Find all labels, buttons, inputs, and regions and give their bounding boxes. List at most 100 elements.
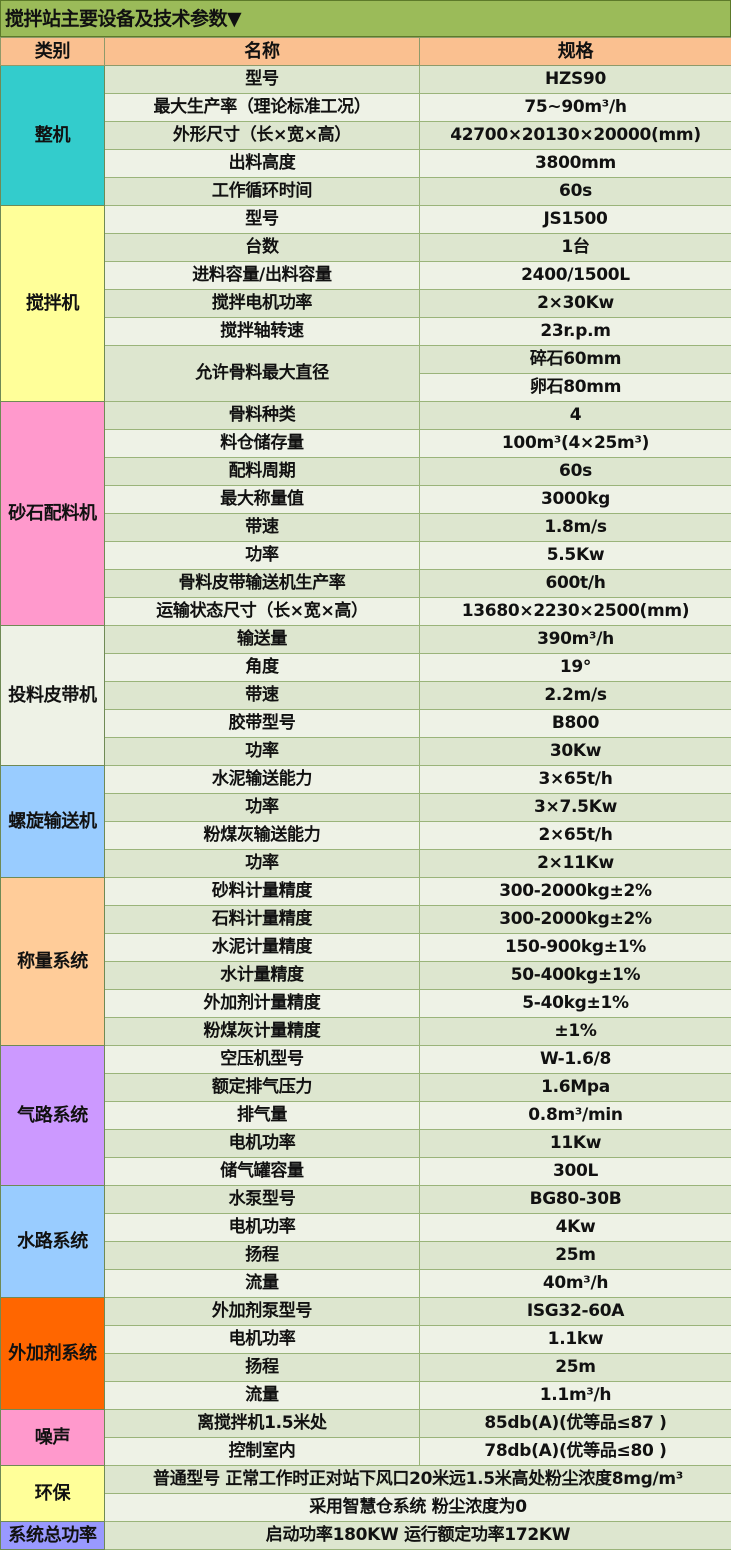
table-row: 功率 2×11Kw	[0, 849, 731, 878]
spec-cell: 碎石60mm	[419, 345, 731, 374]
table-row: 允许骨料最大直径 碎石60mm	[0, 345, 731, 402]
spec-cell: ISG32-60A	[419, 1297, 731, 1326]
name-cell: 水泵型号	[104, 1185, 420, 1214]
table-row: 台数 1台	[0, 233, 731, 262]
spec-cell: 78db(A)(优等品≤80 )	[419, 1437, 731, 1466]
category-cell: 水路系统	[0, 1185, 105, 1298]
table-row: 水计量精度 50-400kg±1%	[0, 961, 731, 990]
table-row: 螺旋输送机 水泥输送能力 3×65t/h	[0, 765, 731, 878]
name-cell: 出料高度	[104, 149, 420, 178]
spec-cell: 11Kw	[419, 1129, 731, 1158]
header-row: 类别 名称 规格	[0, 37, 731, 66]
table-row: 带速 2.2m/s	[0, 681, 731, 710]
table-row: 额定排气压力 1.6Mpa	[0, 1073, 731, 1102]
spec-cell: BG80-30B	[419, 1185, 731, 1214]
category-cell: 系统总功率	[0, 1521, 105, 1550]
name-cell: 电机功率	[104, 1213, 420, 1242]
table-row: 扬程 25m	[0, 1241, 731, 1270]
spec-cell: 0.8m³/min	[419, 1101, 731, 1130]
name-cell: 扬程	[104, 1241, 420, 1270]
table-row: 储气罐容量 300L	[0, 1157, 731, 1186]
name-cell: 水泥计量精度	[104, 933, 420, 962]
table-row: 工作循环时间 60s	[0, 177, 731, 206]
name-cell: 配料周期	[104, 457, 420, 486]
table-row: 称量系统 砂料计量精度 300-2000kg±2%	[0, 877, 731, 1046]
table-row: 采用智慧仓系统 粉尘浓度为0	[0, 1493, 731, 1522]
spec-cell: 1.8m/s	[419, 513, 731, 542]
spec-cell: 4	[419, 401, 731, 430]
spec-cell: 75~90m³/h	[419, 93, 731, 122]
spec-cell: 5-40kg±1%	[419, 989, 731, 1018]
table-row: 进料容量/出料容量 2400/1500L	[0, 261, 731, 290]
header-category: 类别	[0, 37, 105, 66]
table-row: 扬程 25m	[0, 1353, 731, 1382]
spec-cell: 19°	[419, 653, 731, 682]
name-cell: 进料容量/出料容量	[104, 261, 420, 290]
category-cell: 螺旋输送机	[0, 765, 105, 878]
name-cell: 搅拌电机功率	[104, 289, 420, 318]
table-row: 控制室内 78db(A)(优等品≤80 )	[0, 1437, 731, 1466]
spec-cell: 25m	[419, 1241, 731, 1270]
spec-cell: 1.6Mpa	[419, 1073, 731, 1102]
spec-cell: 13680×2230×2500(mm)	[419, 597, 731, 626]
name-cell: 允许骨料最大直径	[104, 345, 420, 402]
table-row: 外形尺寸（长×宽×高） 42700×20130×20000(mm)	[0, 121, 731, 150]
table-row: 电机功率 4Kw	[0, 1213, 731, 1242]
spec-cell: 100m³(4×25m³)	[419, 429, 731, 458]
spec-cell: 2400/1500L	[419, 261, 731, 290]
table-row: 噪声 离搅拌机1.5米处 85db(A)(优等品≤87 )	[0, 1409, 731, 1466]
spec-cell: 60s	[419, 177, 731, 206]
name-cell: 电机功率	[104, 1325, 420, 1354]
spec-cell: 卵石80mm	[419, 373, 731, 402]
table-row: 出料高度 3800mm	[0, 149, 731, 178]
name-cell: 额定排气压力	[104, 1073, 420, 1102]
name-cell: 功率	[104, 541, 420, 570]
merged-spec-cell: 采用智慧仓系统 粉尘浓度为0	[104, 1493, 731, 1522]
table-row: 水泥计量精度 150-900kg±1%	[0, 933, 731, 962]
spec-cell: ±1%	[419, 1017, 731, 1046]
header-name: 名称	[104, 37, 420, 66]
table-row: 带速 1.8m/s	[0, 513, 731, 542]
table-row: 搅拌机 型号 JS1500	[0, 205, 731, 402]
table-row: 砂石配料机 骨料种类 4	[0, 401, 731, 626]
table-row: 最大生产率（理论标准工况） 75~90m³/h	[0, 93, 731, 122]
name-cell: 粉煤灰计量精度	[104, 1017, 420, 1046]
name-cell: 电机功率	[104, 1129, 420, 1158]
category-cell: 整机	[0, 65, 105, 206]
category-cell: 投料皮带机	[0, 625, 105, 766]
table-row: 石料计量精度 300-2000kg±2%	[0, 905, 731, 934]
spec-cell: HZS90	[419, 65, 731, 94]
sheet-title: 搅拌站主要设备及技术参数▼	[0, 0, 731, 37]
name-cell: 料仓储存量	[104, 429, 420, 458]
table-row: 整机 型号 HZS90	[0, 65, 731, 206]
spec-cell: 30Kw	[419, 737, 731, 766]
name-cell: 输送量	[104, 625, 420, 654]
spec-cell: 390m³/h	[419, 625, 731, 654]
category-cell: 气路系统	[0, 1045, 105, 1186]
spec-cell: JS1500	[419, 205, 731, 234]
name-cell: 运输状态尺寸（长×宽×高）	[104, 597, 420, 626]
category-cell: 搅拌机	[0, 205, 105, 402]
name-cell: 最大生产率（理论标准工况）	[104, 93, 420, 122]
table-row: 搅拌电机功率 2×30Kw	[0, 289, 731, 318]
table-row: 电机功率 1.1kw	[0, 1325, 731, 1354]
name-cell: 空压机型号	[104, 1045, 420, 1074]
table-row: 角度 19°	[0, 653, 731, 682]
name-cell: 工作循环时间	[104, 177, 420, 206]
name-cell: 外加剂泵型号	[104, 1297, 420, 1326]
spec-cell: 300-2000kg±2%	[419, 905, 731, 934]
table-row: 搅拌轴转速 23r.p.m	[0, 317, 731, 346]
table-row: 流量 1.1m³/h	[0, 1381, 731, 1410]
spec-cell: 3×65t/h	[419, 765, 731, 794]
spec-cell: 23r.p.m	[419, 317, 731, 346]
table-row: 水路系统 水泵型号 BG80-30B	[0, 1185, 731, 1298]
spec-cell: B800	[419, 709, 731, 738]
table-row: 外加剂系统 外加剂泵型号 ISG32-60A	[0, 1297, 731, 1410]
spec-cell: 5.5Kw	[419, 541, 731, 570]
spec-cell: 300-2000kg±2%	[419, 877, 731, 906]
spec-cell: 85db(A)(优等品≤87 )	[419, 1409, 731, 1438]
spec-cell: 3000kg	[419, 485, 731, 514]
spec-cell: 42700×20130×20000(mm)	[419, 121, 731, 150]
spec-cell: 2×30Kw	[419, 289, 731, 318]
spec-cell: 50-400kg±1%	[419, 961, 731, 990]
